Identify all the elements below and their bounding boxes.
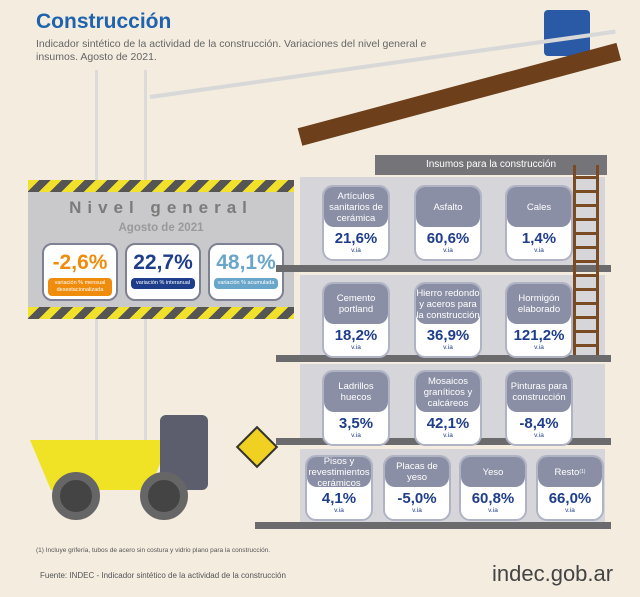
insumo-unit: v.ia (534, 344, 544, 351)
kpi-label: variación % mensual desestacionalizada (48, 278, 112, 296)
insumo-name: Cemento portland (336, 293, 376, 315)
insumo-name: Cales (526, 201, 552, 213)
insumos-header: Insumos para la construcción (375, 155, 607, 175)
page-subtitle: Indicador sintético de la actividad de l… (36, 38, 427, 63)
kpi-label: variación % acumulada (214, 278, 278, 289)
panel-period: Agosto de 2021 (118, 222, 204, 234)
insumo-name: Asfalto (433, 201, 463, 213)
insumo-card: Mosaicos graníticos y calcáreos 42,1% v.… (414, 370, 482, 446)
insumo-unit: v.ia (443, 432, 453, 439)
insumo-card: Cemento portland 18,2% v.ia (322, 282, 390, 358)
insumo-card: Pisos y revestimientos cerámicos 4,1% v.… (305, 455, 373, 521)
insumo-unit: v.ia (351, 344, 361, 351)
insumo-unit: v.ia (412, 507, 422, 514)
panel-title: Nivel general (69, 198, 253, 217)
ladder (573, 165, 599, 355)
source: Fuente: INDEC - Indicador sintético de l… (40, 571, 286, 580)
insumo-value: 1,4% (521, 230, 557, 247)
nivel-general-panel: Nivel general Agosto de 2021 -2,6% varia… (28, 180, 294, 319)
page-title: Construcción (36, 10, 172, 33)
floor-slab (255, 522, 611, 529)
insumo-card: Asfalto 60,6% v.ia (414, 185, 482, 261)
hazard-stripe (28, 307, 294, 319)
insumo-card: Resto (1) 66,0% v.ia (536, 455, 604, 521)
kpi-box: 22,7% variación % interanual (125, 243, 201, 301)
insumo-unit: v.ia (443, 344, 453, 351)
insumo-unit: v.ia (351, 432, 361, 439)
insumo-unit: v.ia (488, 507, 498, 514)
construction-icon (544, 10, 590, 56)
insumo-value: -5,0% (397, 490, 437, 507)
worker-sign-icon (235, 425, 279, 469)
insumo-value: 3,5% (338, 415, 374, 432)
insumo-name: Hormigón elaborado (517, 293, 561, 315)
indec-logo: indec.gob.ar (492, 561, 614, 586)
insumo-card: Ladrillos huecos 3,5% v.ia (322, 370, 390, 446)
insumo-name: Pisos y revestimientos cerámicos (308, 455, 370, 489)
insumo-value: 4,1% (321, 490, 357, 507)
insumo-value: 66,0% (548, 490, 592, 507)
insumo-card: Placas de yeso -5,0% v.ia (383, 455, 451, 521)
truck-wheel (140, 472, 188, 520)
insumo-name: Resto (554, 466, 580, 478)
kpi-box: 48,1% variación % acumulada (208, 243, 284, 301)
insumo-name: Pinturas para construcción (510, 381, 568, 403)
insumo-unit: v.ia (443, 247, 453, 254)
kpi-value: -2,6% (52, 251, 108, 274)
insumo-value: 121,2% (513, 327, 565, 344)
insumo-unit: v.ia (534, 247, 544, 254)
kpi-box: -2,6% variación % mensual desestacionali… (42, 243, 118, 301)
insumo-unit: v.ia (351, 247, 361, 254)
hazard-stripe (28, 180, 294, 192)
insumo-card: Yeso 60,8% v.ia (459, 455, 527, 521)
insumo-card: Hormigón elaborado 121,2% v.ia (505, 282, 573, 358)
insumo-value: 21,6% (334, 230, 378, 247)
insumo-card: Artículos sanitarios de cerámica 21,6% v… (322, 185, 390, 261)
kpi-value: 48,1% (216, 251, 276, 274)
insumo-card: Hierro redondo y aceros para la construc… (414, 282, 482, 358)
floor-slab (276, 265, 611, 272)
insumo-unit: v.ia (565, 507, 575, 514)
insumo-name: Yeso (482, 466, 504, 478)
footnote-ref: (1) (579, 468, 586, 475)
insumo-card: Pinturas para construcción -8,4% v.ia (505, 370, 573, 446)
insumo-value: 36,9% (426, 327, 470, 344)
insumo-value: 60,8% (471, 490, 515, 507)
insumo-name: Artículos sanitarios de cerámica (329, 190, 383, 224)
insumo-name: Placas de yeso (396, 461, 438, 483)
insumo-name: Ladrillos huecos (338, 381, 374, 403)
insumo-value: 60,6% (426, 230, 470, 247)
floor-slab (276, 355, 611, 362)
insumo-value: -8,4% (519, 415, 559, 432)
insumo-card: Cales 1,4% v.ia (505, 185, 573, 261)
insumo-unit: v.ia (534, 432, 544, 439)
truck-wheel (52, 472, 100, 520)
insumo-unit: v.ia (334, 507, 344, 514)
kpi-label: variación % interanual (131, 278, 195, 289)
insumo-name: Hierro redondo y aceros para la construc… (416, 287, 480, 321)
kpi-value: 22,7% (133, 251, 193, 274)
footnote: (1) Incluye grifería, tubos de acero sin… (36, 547, 271, 554)
insumo-value: 18,2% (334, 327, 378, 344)
insumo-name: Mosaicos graníticos y calcáreos (423, 375, 473, 409)
insumo-value: 42,1% (426, 415, 470, 432)
